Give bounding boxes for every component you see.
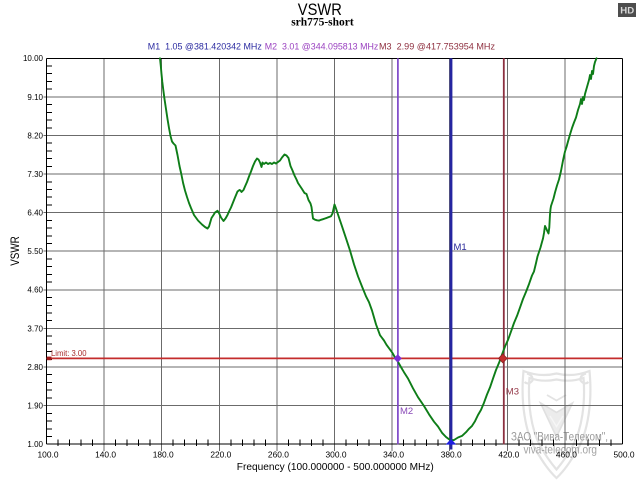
svg-text:M1 1.05 @381.420342 MHz: M1 1.05 @381.420342 MHz [148, 41, 262, 52]
svg-text:viva-telecom.org: viva-telecom.org [524, 443, 598, 457]
svg-text:1.00: 1.00 [27, 440, 43, 449]
svg-text:7.30: 7.30 [27, 170, 43, 179]
svg-text:140.0: 140.0 [95, 450, 116, 460]
svg-text:340.0: 340.0 [383, 450, 404, 460]
svg-text:100.0: 100.0 [38, 450, 59, 460]
svg-text:3.70: 3.70 [27, 324, 43, 333]
svg-text:300.0: 300.0 [326, 450, 347, 460]
svg-text:500.0: 500.0 [614, 450, 635, 460]
svg-text:ЗАО "Вива-Телеком",: ЗАО "Вива-Телеком", [511, 431, 608, 444]
svg-text:9.10: 9.10 [27, 93, 43, 102]
svg-text:M3: M3 [506, 387, 519, 398]
svg-text:M3 2.99 @417.753954 MHz: M3 2.99 @417.753954 MHz [379, 41, 495, 52]
svg-text:6.40: 6.40 [27, 209, 43, 218]
svg-text:8.20: 8.20 [27, 131, 43, 140]
svg-text:180.0: 180.0 [153, 450, 174, 460]
svg-text:Frequency (100.000000 - 500.00: Frequency (100.000000 - 500.000000 MHz) [237, 461, 434, 473]
svg-text:2.80: 2.80 [27, 363, 43, 372]
svg-text:1.90: 1.90 [27, 402, 43, 411]
svg-text:M2 3.01 @344.095813 MHz: M2 3.01 @344.095813 MHz [265, 41, 379, 52]
svg-text:HD: HD [620, 5, 634, 16]
svg-text:M2: M2 [400, 406, 413, 417]
svg-text:4.60: 4.60 [27, 286, 43, 295]
svg-text:M1: M1 [454, 242, 467, 253]
svg-text:380.0: 380.0 [441, 450, 462, 460]
svg-text:460.0: 460.0 [556, 450, 577, 460]
svg-text:220.0: 220.0 [210, 450, 231, 460]
svg-text:VSWR: VSWR [10, 236, 22, 266]
svg-text:420.0: 420.0 [498, 450, 519, 460]
svg-text:260.0: 260.0 [268, 450, 289, 460]
svg-text:Limit: 3.00: Limit: 3.00 [51, 349, 87, 358]
svg-text:VSWR: VSWR [298, 0, 342, 19]
svg-text:srh775-short: srh775-short [291, 15, 354, 29]
svg-text:5.50: 5.50 [27, 247, 43, 256]
svg-text:10.00: 10.00 [23, 54, 44, 63]
